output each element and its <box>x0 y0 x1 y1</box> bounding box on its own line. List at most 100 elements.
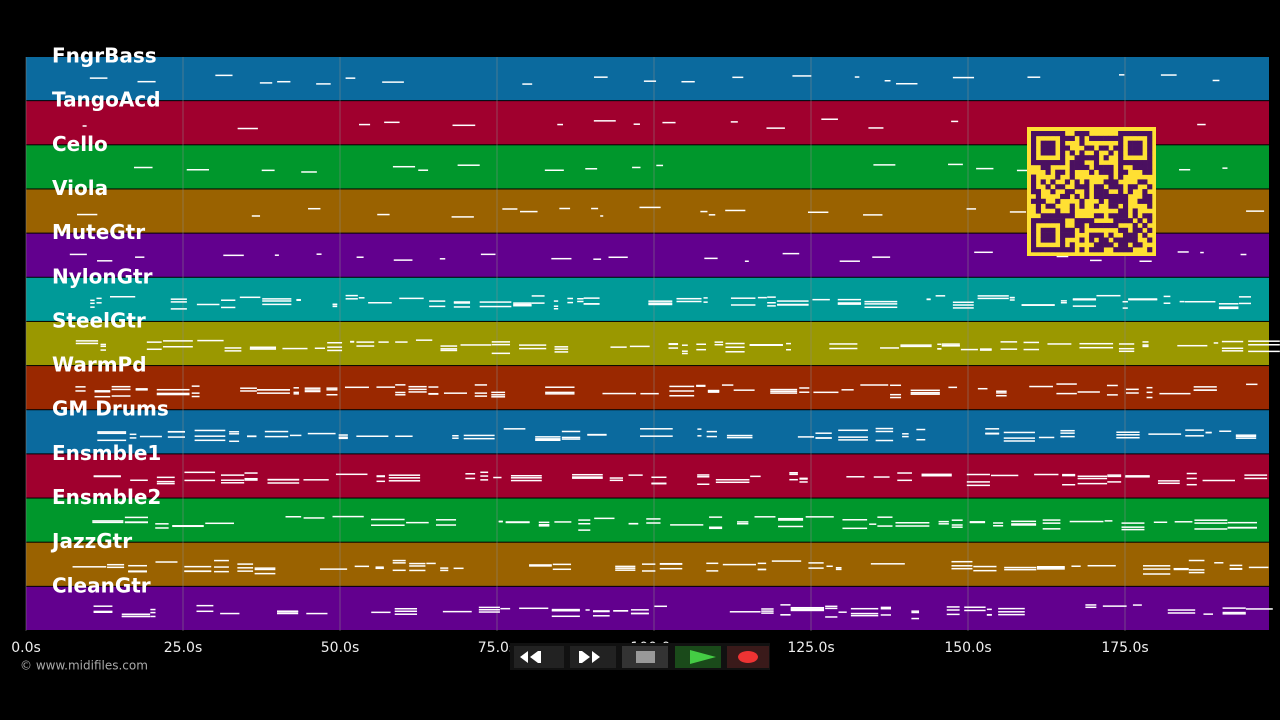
record-button[interactable] <box>727 646 769 668</box>
qr-cell <box>1074 222 1080 229</box>
forward-button[interactable] <box>570 646 616 668</box>
stop-button[interactable] <box>622 646 668 668</box>
qr-cell <box>1064 213 1071 219</box>
note <box>293 387 299 389</box>
note <box>197 339 224 342</box>
note <box>1072 298 1097 301</box>
qr-cell <box>1098 232 1104 238</box>
note <box>1121 526 1145 528</box>
note <box>1118 350 1135 353</box>
note <box>392 569 406 572</box>
note <box>613 610 629 612</box>
note <box>725 351 745 353</box>
qr-cell <box>1055 218 1061 224</box>
qr-cell <box>1079 203 1085 209</box>
note <box>382 81 404 83</box>
note <box>873 476 890 478</box>
note <box>308 207 321 210</box>
note <box>648 300 673 302</box>
qr-cell <box>1147 145 1153 151</box>
rewind-button[interactable] <box>514 646 564 668</box>
qr-cell <box>1040 198 1046 204</box>
tick-label: 25.0s <box>164 640 202 656</box>
note <box>377 213 390 216</box>
note <box>304 390 321 393</box>
note <box>951 565 973 567</box>
note <box>440 345 458 347</box>
note <box>356 435 389 437</box>
note <box>1188 559 1205 562</box>
note <box>440 569 449 572</box>
note <box>502 208 518 210</box>
note <box>100 345 106 348</box>
note <box>609 477 623 479</box>
note <box>838 439 868 441</box>
note <box>139 435 162 438</box>
qr-cell <box>1060 184 1066 190</box>
qr-cell <box>1069 150 1075 156</box>
note <box>274 254 279 256</box>
note <box>316 253 322 255</box>
note <box>669 394 695 397</box>
qr-cell <box>1132 164 1138 171</box>
time-axis: 0.0s25.0s50.0s75.0s100.0s125.0s150.0s175… <box>11 640 1148 656</box>
note <box>452 437 459 439</box>
note <box>937 347 942 350</box>
qr-cell <box>1147 169 1153 175</box>
play-button[interactable] <box>675 646 721 668</box>
track-row <box>26 498 1269 542</box>
note <box>880 606 891 609</box>
qr-cell <box>1108 174 1114 180</box>
qr-cell <box>1069 208 1075 214</box>
note <box>452 124 476 127</box>
qr-cell <box>1103 222 1109 229</box>
track-name: Ensmble2 <box>52 485 161 509</box>
transport <box>510 643 770 670</box>
note <box>184 471 216 474</box>
note <box>505 521 530 524</box>
note <box>864 303 898 305</box>
note <box>835 566 842 569</box>
note <box>737 521 749 523</box>
note <box>1060 300 1067 302</box>
track-row <box>26 454 1269 498</box>
qr-cell <box>1093 189 1100 195</box>
qr-cell <box>1118 140 1124 146</box>
note <box>394 607 418 610</box>
note <box>838 611 847 613</box>
note <box>395 435 413 438</box>
note <box>1034 473 1059 476</box>
note <box>770 392 798 394</box>
note <box>94 390 111 392</box>
note <box>480 471 489 474</box>
note <box>520 210 538 213</box>
note <box>1200 251 1204 254</box>
qr-cell <box>1040 131 1046 137</box>
note <box>1146 396 1153 399</box>
note <box>948 386 958 389</box>
note <box>545 391 575 394</box>
qr-cell <box>1108 179 1114 185</box>
note <box>479 305 512 308</box>
note <box>592 610 610 612</box>
note <box>1077 475 1108 478</box>
note <box>594 76 608 78</box>
note <box>1116 434 1140 436</box>
qr-cell <box>1108 222 1114 229</box>
note <box>510 479 542 482</box>
qr-cell <box>1127 237 1133 243</box>
qr-cell <box>1147 150 1153 156</box>
note <box>770 388 798 391</box>
note <box>474 395 488 397</box>
note <box>237 570 254 572</box>
note <box>1060 435 1075 438</box>
qr-cell <box>1055 208 1061 214</box>
note <box>733 389 755 391</box>
note <box>864 306 898 309</box>
note <box>376 386 396 388</box>
note <box>900 344 932 346</box>
note <box>296 299 301 302</box>
note <box>545 393 575 395</box>
note <box>1174 521 1193 523</box>
note <box>600 215 604 217</box>
